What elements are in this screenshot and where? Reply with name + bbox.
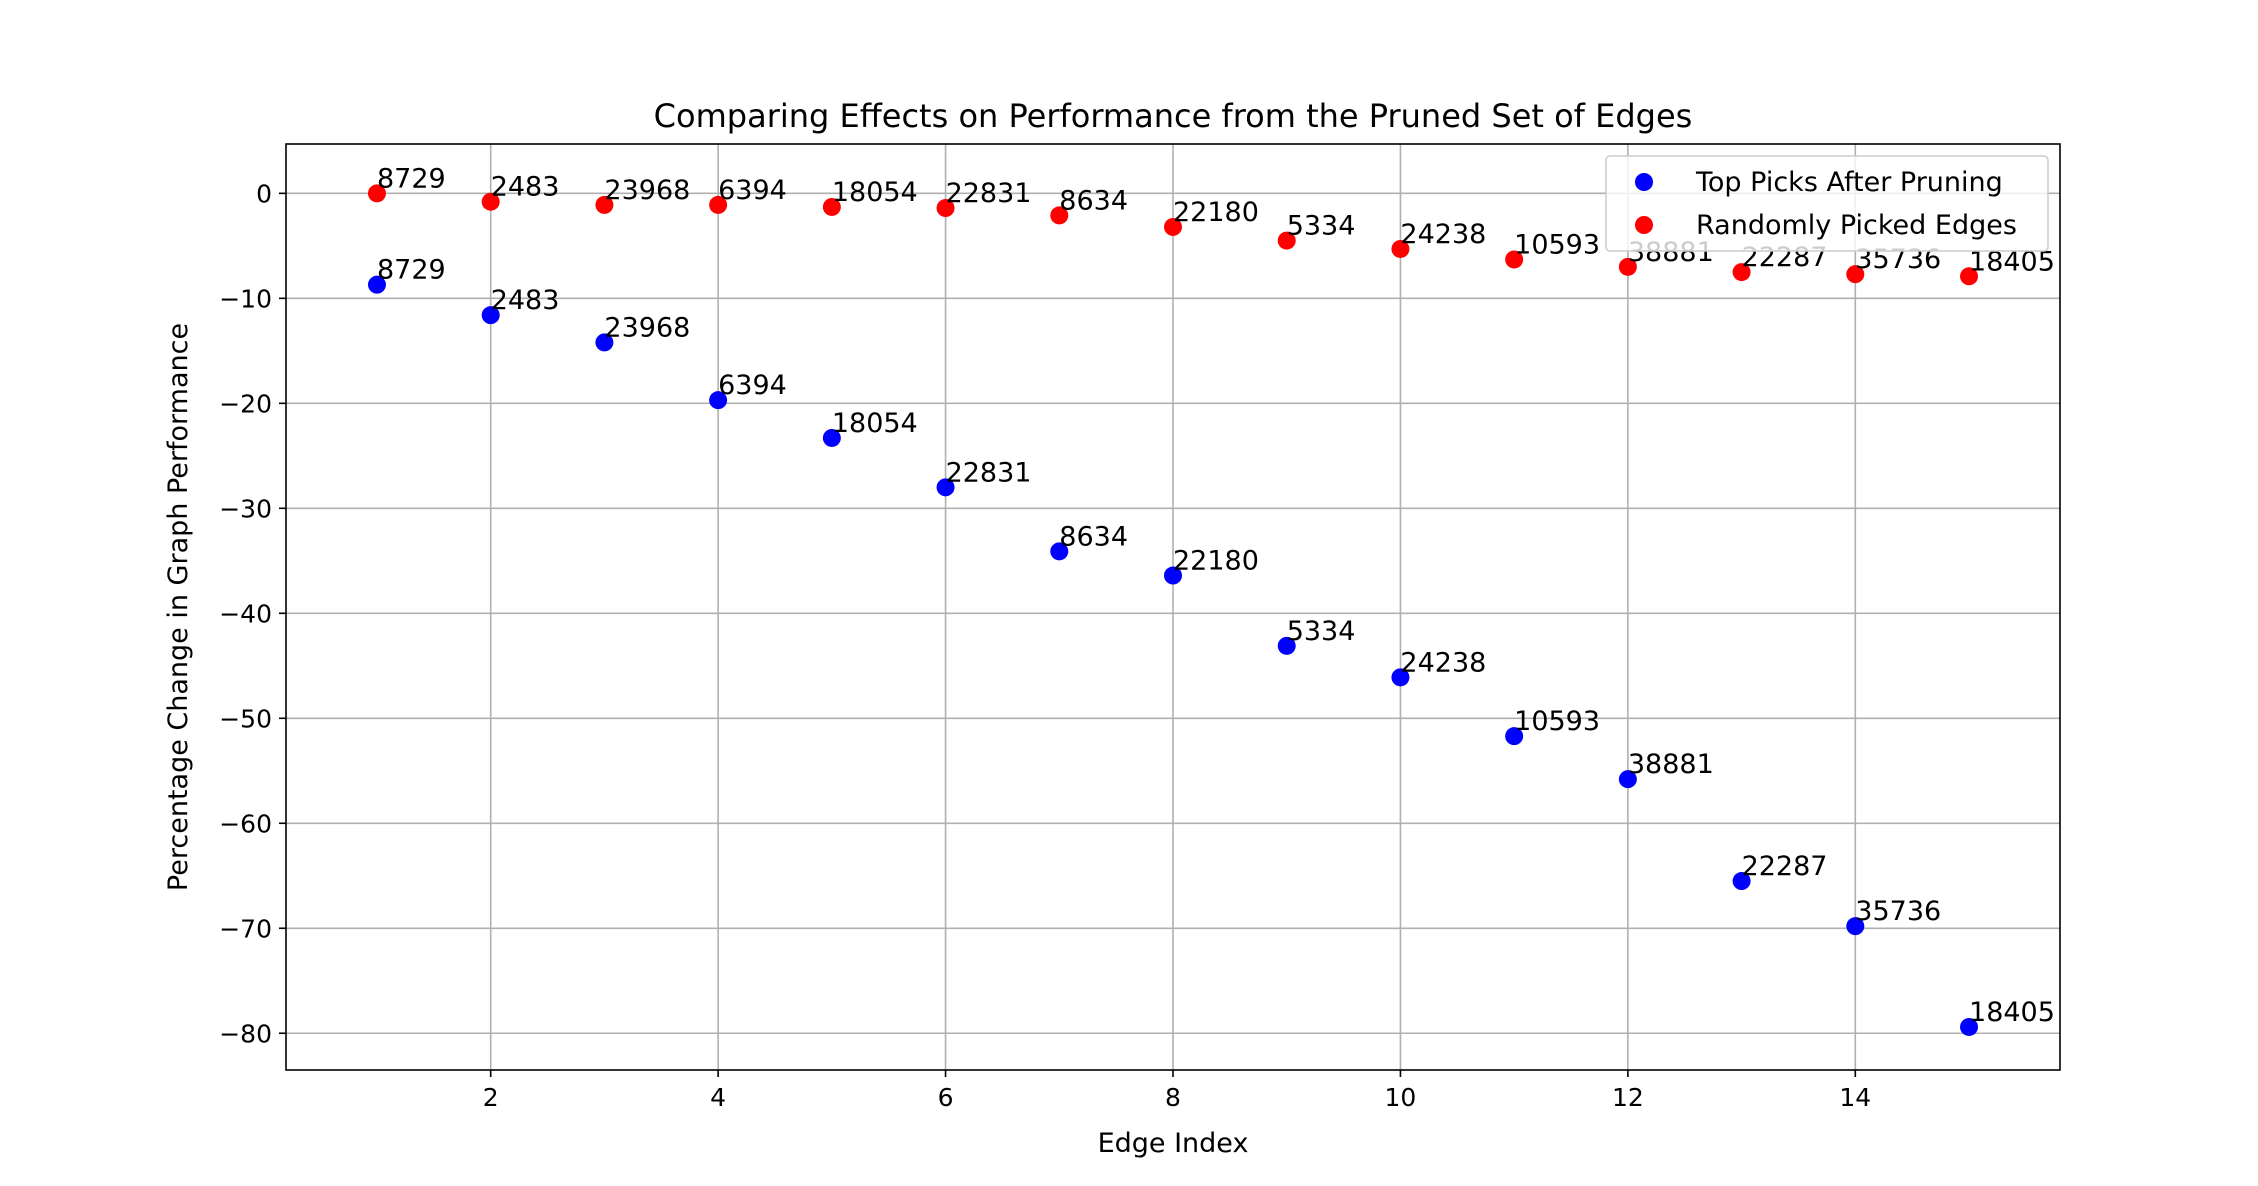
y-tick-label: 0: [256, 179, 272, 208]
data-point: [481, 306, 500, 325]
data-point: [1050, 542, 1069, 561]
data-point: [595, 195, 614, 214]
y-tick-label: −20: [219, 389, 272, 418]
data-point: [1277, 636, 1296, 655]
point-label: 6394: [718, 175, 787, 206]
point-label: 22180: [1173, 197, 1259, 228]
y-axis-label: Percentage Change in Graph Performance: [163, 323, 194, 891]
data-point: [936, 199, 955, 218]
point-label: 24238: [1400, 219, 1486, 250]
point-label: 23968: [604, 175, 690, 206]
data-point: [1960, 267, 1979, 286]
ticks: 2 4 6 8 10 12 14 0 −10 −20 −30 −40 −50 −60 −70 −80: [219, 179, 1871, 1112]
grid: [286, 144, 2060, 1070]
data-point: [1846, 265, 1865, 284]
series-0: 8729 2483 23968 6394 18054 22831 8634 22180 5334…: [367, 255, 2055, 1036]
x-tick-label: 6: [938, 1083, 954, 1112]
data-point: [1391, 668, 1410, 687]
data-point: [367, 275, 386, 294]
legend-label-top-picks: Top Picks After Pruning: [1695, 167, 2003, 198]
data-point: [1505, 250, 1524, 269]
point-label: 22831: [946, 457, 1032, 488]
point-label: 8729: [377, 255, 446, 286]
point-label: 22180: [1173, 546, 1259, 577]
chart-title: Comparing Effects on Performance from th…: [654, 97, 1693, 135]
point-label: 23968: [604, 312, 690, 343]
x-tick-label: 12: [1612, 1083, 1644, 1112]
point-label: 2483: [491, 285, 560, 316]
data-point: [367, 184, 386, 203]
x-tick-label: 10: [1385, 1083, 1417, 1112]
data-point: [1618, 257, 1637, 276]
data-point: [709, 195, 728, 214]
point-label: 10593: [1514, 706, 1600, 737]
data-point: [822, 428, 841, 447]
y-tick-label: −30: [219, 494, 272, 523]
legend-marker-random: [1635, 216, 1653, 234]
data-point: [1505, 727, 1524, 746]
data-point: [1732, 872, 1751, 891]
data-point: [1391, 239, 1410, 258]
point-label: 8634: [1059, 185, 1128, 216]
x-tick-label: 14: [1839, 1083, 1871, 1112]
y-tick-label: −70: [219, 914, 272, 943]
point-label: 18054: [832, 408, 918, 439]
data-point: [1164, 566, 1182, 585]
legend-label-random: Randomly Picked Edges: [1696, 210, 2017, 241]
legend-box: [1605, 155, 2049, 252]
data-point: [481, 192, 500, 211]
data-point: [709, 391, 728, 410]
x-tick-label: 2: [483, 1083, 499, 1112]
data-point: [595, 333, 614, 352]
point-label: 6394: [718, 370, 787, 401]
x-tick-label: 4: [710, 1083, 726, 1112]
data-points: 8729 2483 23968 6394 18054 22831 8634 22180 5334…: [367, 163, 2055, 1036]
x-tick-label: 8: [1165, 1083, 1181, 1112]
point-label: 22831: [946, 178, 1032, 209]
y-tick-label: −10: [219, 284, 272, 313]
legend: Top Picks After Pruning Randomly Picked …: [1605, 155, 2049, 252]
point-label: 8729: [377, 163, 446, 194]
point-label: 38881: [1628, 749, 1714, 780]
y-tick-label: −40: [219, 599, 272, 628]
point-label: 22287: [1742, 851, 1828, 882]
point-label: 35736: [1855, 896, 1941, 927]
x-axis-label: Edge Index: [1098, 1128, 1249, 1159]
point-label: 8634: [1059, 521, 1128, 552]
data-point: [1846, 917, 1865, 936]
plot-frame: [285, 143, 2061, 1071]
y-tick-label: −80: [219, 1019, 272, 1048]
y-tick-label: −60: [219, 809, 272, 838]
point-label: 10593: [1514, 229, 1600, 260]
y-tick-label: −50: [219, 704, 272, 733]
data-point: [936, 478, 955, 497]
point-label: 5334: [1287, 616, 1356, 647]
legend-marker-top-picks: [1635, 173, 1653, 191]
point-label: 18054: [832, 177, 918, 208]
data-point: [1732, 263, 1751, 282]
data-point: [1960, 1017, 1979, 1036]
point-label: 18405: [1969, 997, 2055, 1028]
data-point: [1618, 770, 1637, 789]
point-label: 5334: [1287, 211, 1356, 242]
data-point: [1277, 231, 1296, 250]
point-label: 2483: [491, 172, 560, 203]
data-point: [1164, 217, 1182, 236]
point-label: 24238: [1400, 647, 1486, 678]
data-point: [1050, 206, 1069, 225]
data-point: [822, 197, 841, 216]
